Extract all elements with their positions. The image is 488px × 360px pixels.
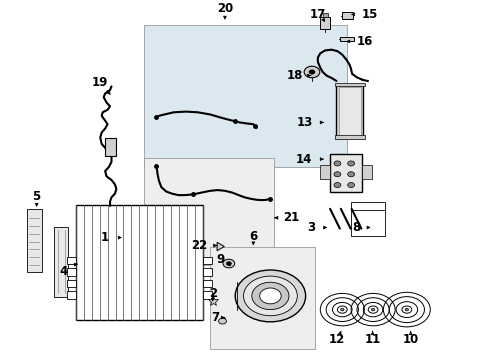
Circle shape [340,308,344,311]
Bar [144,25,346,167]
Text: 6: 6 [249,230,257,243]
Bar [76,205,203,320]
Bar [334,83,364,86]
Circle shape [371,308,374,311]
Bar [210,247,315,349]
Circle shape [347,172,354,177]
Text: 14: 14 [295,153,311,166]
Text: 10: 10 [402,333,418,346]
Bar [104,138,116,156]
Circle shape [347,161,354,166]
Bar [27,209,41,272]
Text: 5: 5 [33,190,41,203]
Bar [361,165,371,179]
Text: 13: 13 [296,116,312,129]
Text: 8: 8 [352,221,360,234]
Text: 20: 20 [216,3,233,15]
Bar [144,158,273,265]
Bar [320,17,329,29]
Bar [67,280,76,287]
Circle shape [235,270,305,322]
Bar [203,257,211,264]
Text: 18: 18 [286,69,303,82]
Circle shape [347,183,354,188]
Text: 12: 12 [327,333,344,346]
Bar [338,87,360,136]
Circle shape [304,66,319,78]
Bar [336,85,363,138]
Text: 11: 11 [364,333,380,346]
Circle shape [243,276,297,316]
Text: 9: 9 [216,253,224,266]
Bar [67,269,76,276]
Circle shape [333,161,340,166]
Circle shape [218,318,226,324]
Bar [67,292,76,299]
Text: 1: 1 [100,231,108,244]
Text: 3: 3 [306,221,315,234]
Text: 17: 17 [309,8,325,21]
Circle shape [251,282,288,310]
Text: 4: 4 [59,265,67,278]
Circle shape [223,259,234,268]
Text: 21: 21 [283,211,299,224]
Bar [320,165,329,179]
Circle shape [404,308,408,311]
Text: 16: 16 [356,35,372,48]
Circle shape [308,70,314,74]
Text: 22: 22 [191,239,207,252]
Bar [203,280,211,287]
Circle shape [333,172,340,177]
Bar [322,13,327,17]
Circle shape [259,288,281,304]
Circle shape [226,262,231,265]
Text: 2: 2 [208,287,216,300]
Bar [329,154,361,192]
Bar [203,269,211,276]
Bar [203,292,211,299]
Bar [342,12,352,19]
Circle shape [333,183,340,188]
Text: 15: 15 [361,8,377,21]
Bar [339,37,353,41]
Bar [67,257,76,264]
Bar [334,135,364,139]
Text: 19: 19 [92,76,108,89]
Bar [54,227,68,297]
Bar [350,202,385,236]
Text: 7: 7 [210,311,219,324]
